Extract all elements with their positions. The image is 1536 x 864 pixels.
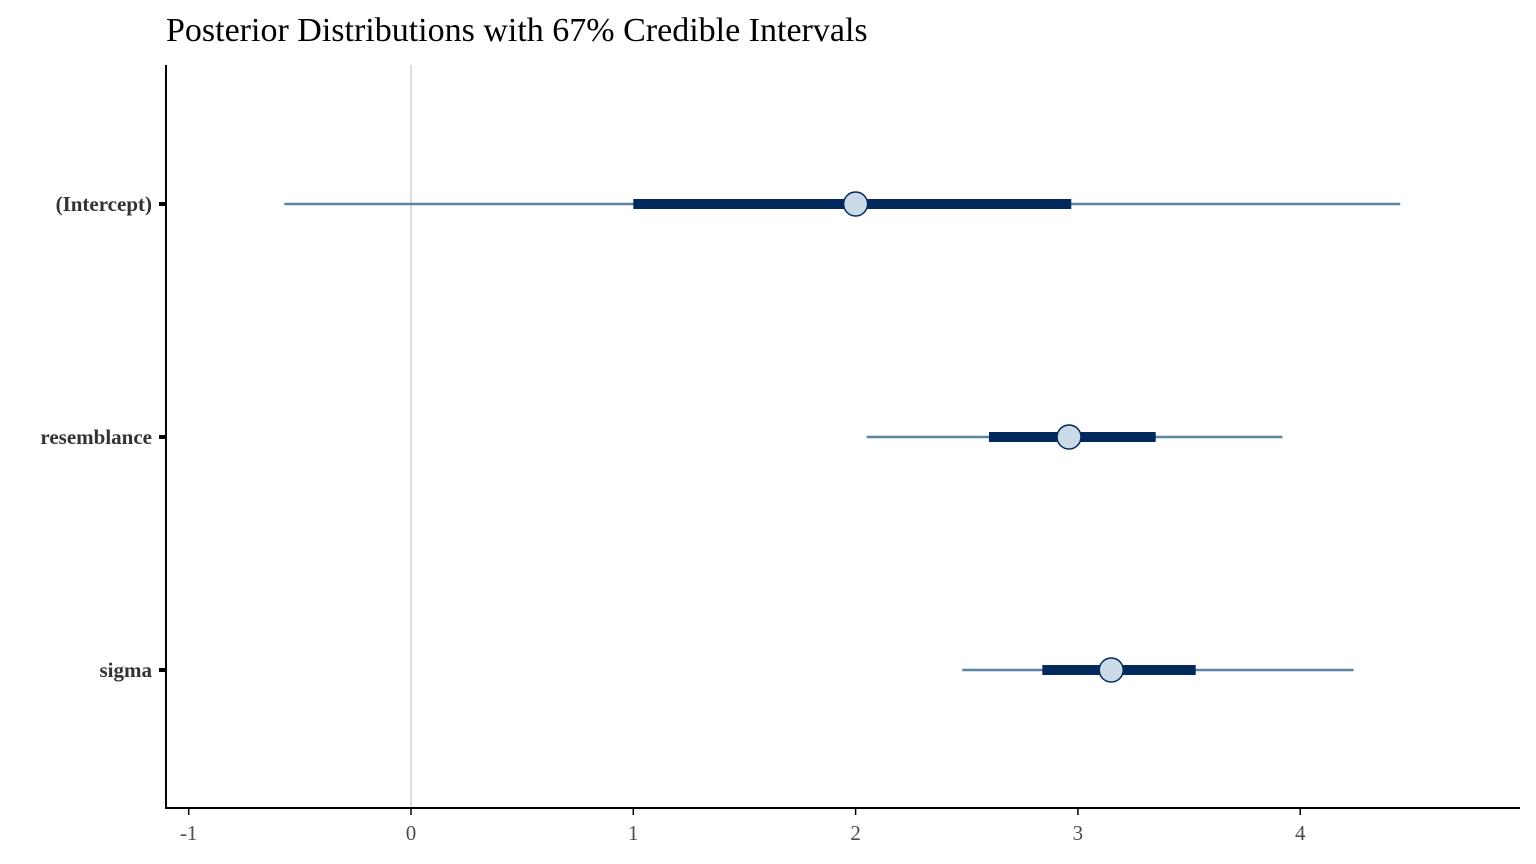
interval-marks-layer xyxy=(284,191,1401,683)
y-tick-label: (Intercept) xyxy=(56,192,152,216)
x-tick-label: 4 xyxy=(1295,821,1306,845)
x-tick-label: 3 xyxy=(1073,821,1084,845)
x-tick-label: -1 xyxy=(180,821,198,845)
tick-labels-layer: -1 0 1 2 3 4 (Intercept) resemblance sigma xyxy=(40,192,1306,845)
x-tick-label: 2 xyxy=(850,821,861,845)
axes-layer xyxy=(159,65,1520,815)
median-point-intercept xyxy=(842,191,869,217)
chart-title: Posterior Distributions with 67% Credibl… xyxy=(166,12,868,49)
median-point-sigma xyxy=(1098,657,1124,683)
y-tick-label: sigma xyxy=(100,658,153,682)
median-point-resemblance xyxy=(1056,424,1082,450)
x-tick-label: 0 xyxy=(406,821,417,845)
x-tick-label: 1 xyxy=(628,821,639,845)
y-tick-label: resemblance xyxy=(40,425,152,449)
